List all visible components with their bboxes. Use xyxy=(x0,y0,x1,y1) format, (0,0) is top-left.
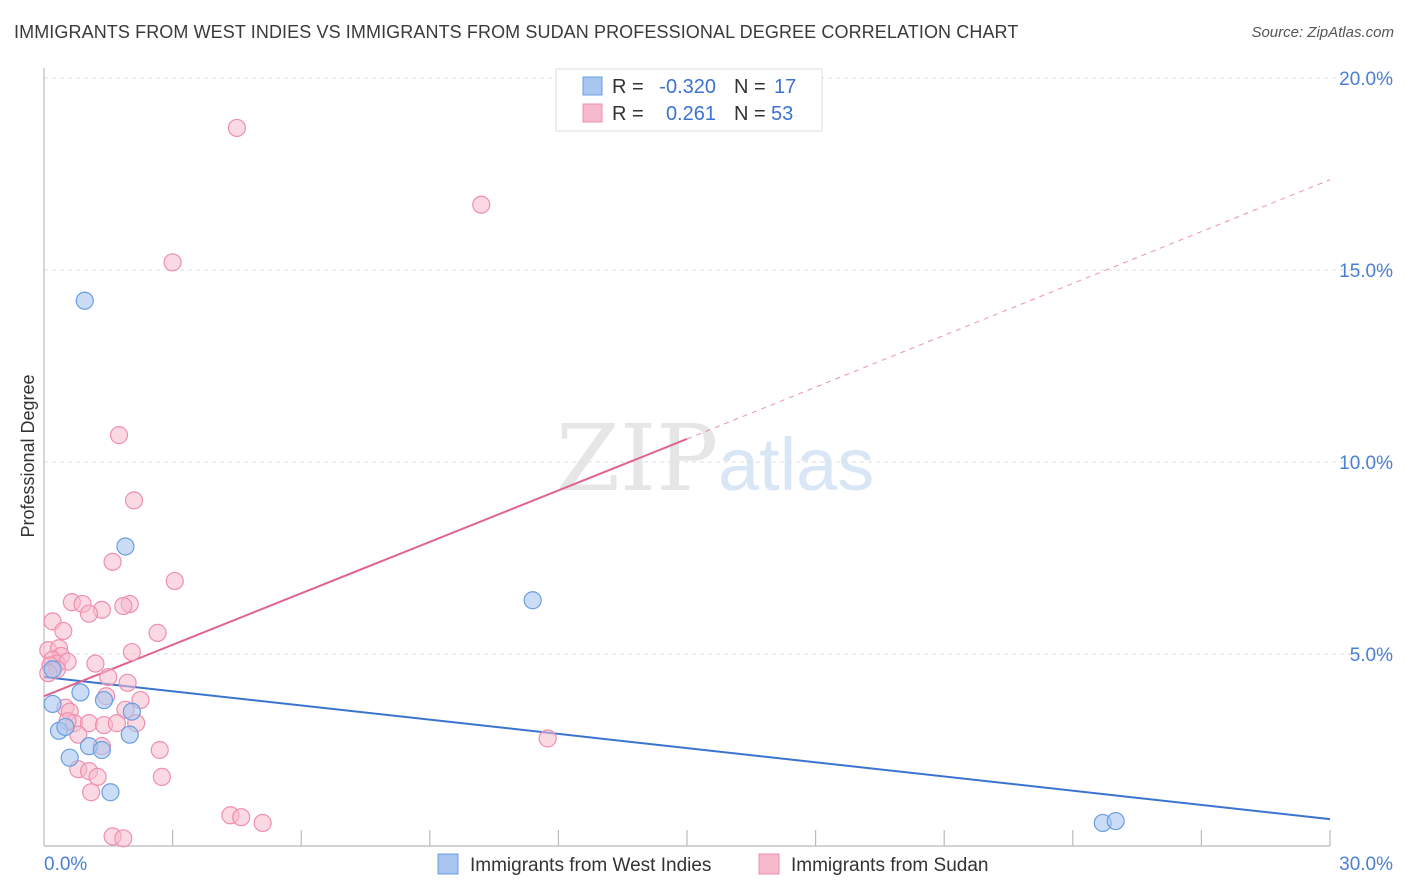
y-tick-label: 5.0% xyxy=(1350,645,1393,666)
data-point-sudan xyxy=(118,673,137,692)
data-point-sudan xyxy=(152,767,171,786)
legend-n-label-2: N = xyxy=(734,103,766,125)
data-point-sudan xyxy=(472,195,491,214)
data-point-west-indies xyxy=(1106,811,1125,831)
x-tick-label-min: 0.0% xyxy=(44,854,87,875)
data-point-sudan xyxy=(538,729,557,748)
data-point-west-indies xyxy=(92,740,111,760)
data-point-sudan xyxy=(232,808,251,827)
legend-n-label-1: N = xyxy=(734,76,766,98)
chart-title: IMMIGRANTS FROM WEST INDIES VS IMMIGRANT… xyxy=(14,22,1019,42)
data-point-sudan xyxy=(109,426,129,445)
data-point-west-indies xyxy=(523,591,542,610)
trend-line-west-indies xyxy=(43,676,1331,821)
data-point-sudan xyxy=(148,623,167,642)
series-swatch-west-indies xyxy=(437,853,459,875)
data-point-sudan xyxy=(82,783,101,802)
data-point-sudan xyxy=(122,642,141,662)
legend-swatch-pink xyxy=(582,103,603,123)
data-point-sudan xyxy=(165,571,184,591)
series-label-sudan: Immigrants from Sudan xyxy=(791,855,988,876)
data-point-sudan xyxy=(114,596,133,616)
series-legend: Immigrants from West Indies Immigrants f… xyxy=(437,853,988,876)
legend-r-label-2: R = xyxy=(612,103,644,125)
data-point-sudan xyxy=(163,253,182,272)
data-point-sudan xyxy=(86,654,105,673)
source-credit: Source: ZipAtlas.com xyxy=(1251,24,1394,41)
data-point-sudan xyxy=(88,767,107,786)
y-axis-label: Professional Degree xyxy=(18,374,38,537)
data-point-west-indies xyxy=(101,783,120,802)
x-tick-label-max: 30.0% xyxy=(1339,854,1393,875)
trend-lines xyxy=(43,179,1331,821)
data-point-sudan xyxy=(114,829,133,848)
y-tick-labels: 5.0% 10.0% 15.0% 20.0% xyxy=(1339,69,1393,666)
data-point-west-indies xyxy=(60,748,79,767)
data-point-sudan xyxy=(150,740,169,760)
west-indies-points xyxy=(43,291,1125,833)
gridlines xyxy=(44,77,1393,655)
legend-n-value-2: 53 xyxy=(771,103,793,125)
data-point-sudan xyxy=(54,621,73,641)
data-point-sudan xyxy=(253,813,272,833)
data-point-west-indies xyxy=(122,702,141,721)
sudan-points xyxy=(39,118,557,848)
legend-swatch-blue xyxy=(582,76,603,96)
y-tick-label: 10.0% xyxy=(1339,453,1393,474)
watermark-atlas: atlas xyxy=(718,423,874,506)
series-label-west-indies: Immigrants from West Indies xyxy=(470,855,711,876)
data-point-west-indies xyxy=(75,291,94,310)
data-point-sudan xyxy=(107,714,126,733)
legend-r-value-2: 0.261 xyxy=(666,103,716,125)
x-axis-ticks xyxy=(172,830,1331,846)
data-point-west-indies xyxy=(120,725,139,744)
data-point-west-indies xyxy=(43,660,62,679)
legend-n-value-1: 17 xyxy=(774,76,796,98)
legend-r-label-1: R = xyxy=(612,76,644,98)
y-tick-label: 15.0% xyxy=(1339,261,1393,282)
data-point-west-indies xyxy=(56,717,75,737)
data-point-sudan xyxy=(99,667,118,687)
y-tick-label: 20.0% xyxy=(1339,69,1393,90)
data-point-sudan xyxy=(103,552,122,571)
data-point-west-indies xyxy=(94,690,114,710)
legend-r-value-1: -0.320 xyxy=(659,76,716,98)
data-point-sudan xyxy=(79,604,99,623)
series-swatch-sudan xyxy=(758,853,780,875)
data-point-sudan xyxy=(227,118,246,138)
trend-line-sudan xyxy=(43,438,688,698)
data-point-sudan xyxy=(124,491,144,510)
data-point-west-indies xyxy=(116,537,135,556)
data-point-west-indies xyxy=(71,683,90,702)
correlation-legend: R = -0.320 N = 17 R = 0.261 N = 53 xyxy=(555,68,823,132)
data-point-west-indies xyxy=(43,694,62,714)
trend-line-sudan-extrapolated xyxy=(686,179,1331,440)
